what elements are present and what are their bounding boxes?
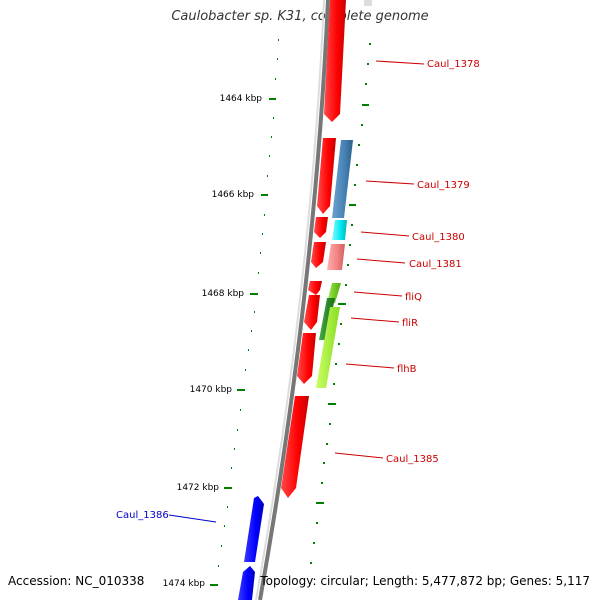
- gene-feature[interactable]: [281, 396, 309, 498]
- gene-label[interactable]: Caul_1378: [427, 59, 480, 70]
- leader-line: [168, 514, 217, 523]
- tick-ruler: 1464 kbp 1466 kbp 1468 kbp 1470 kbp 1472…: [163, 39, 279, 589]
- leader-line: [360, 231, 410, 237]
- leader-line: [334, 452, 384, 459]
- gene-label[interactable]: Caul_1385: [386, 454, 439, 465]
- gene-feature[interactable]: [304, 295, 320, 330]
- gene-feature[interactable]: [332, 140, 353, 218]
- tick-label: 1470 kbp: [190, 385, 233, 395]
- gene-label[interactable]: Caul_1380: [412, 232, 465, 243]
- tick-label: 1472 kbp: [177, 483, 220, 493]
- leader-lines: [168, 60, 425, 523]
- leader-line: [375, 60, 425, 65]
- gene-label[interactable]: flhB: [397, 364, 417, 375]
- gene-feature[interactable]: [311, 242, 326, 268]
- gene-feature[interactable]: [324, 0, 346, 122]
- gene-feature[interactable]: [314, 217, 328, 238]
- map-title: Caulobacter sp. K31, complete genome: [171, 9, 429, 24]
- gene-label[interactable]: Caul_1386: [116, 510, 169, 521]
- gene-label[interactable]: fliQ: [405, 292, 422, 303]
- gene-features: [238, 0, 353, 600]
- tile-marker: [364, 0, 372, 6]
- gene-feature[interactable]: [327, 244, 345, 270]
- backbone-strand-outer: [258, 0, 330, 600]
- leader-line: [345, 363, 395, 369]
- gene-label[interactable]: Caul_1381: [409, 259, 462, 270]
- tick-label: 1464 kbp: [220, 94, 263, 104]
- tick-marks: [210, 39, 279, 586]
- gene-feature[interactable]: [244, 496, 264, 562]
- topology-text: Topology: circular; Length: 5,477,872 bp…: [260, 574, 590, 588]
- gene-feature[interactable]: [297, 333, 316, 384]
- gene-label[interactable]: fliR: [402, 318, 418, 329]
- tick-label: 1468 kbp: [202, 289, 245, 299]
- tick-label: 1474 kbp: [163, 579, 206, 589]
- gene-feature[interactable]: [332, 220, 347, 240]
- leader-line: [356, 258, 406, 264]
- gene-feature[interactable]: [317, 138, 336, 214]
- outer-ruler: [310, 43, 371, 564]
- leader-line: [365, 180, 415, 185]
- gene-feature[interactable]: [238, 566, 255, 600]
- gene-label[interactable]: Caul_1379: [417, 180, 470, 191]
- leader-line: [353, 291, 403, 297]
- backbone-strand-inner: [255, 0, 325, 600]
- leader-line: [350, 317, 400, 323]
- accession-text: Accession: NC_010338: [8, 574, 145, 588]
- gene-feature[interactable]: [308, 281, 322, 295]
- tick-label: 1466 kbp: [212, 190, 255, 200]
- gene-feature[interactable]: [316, 307, 340, 388]
